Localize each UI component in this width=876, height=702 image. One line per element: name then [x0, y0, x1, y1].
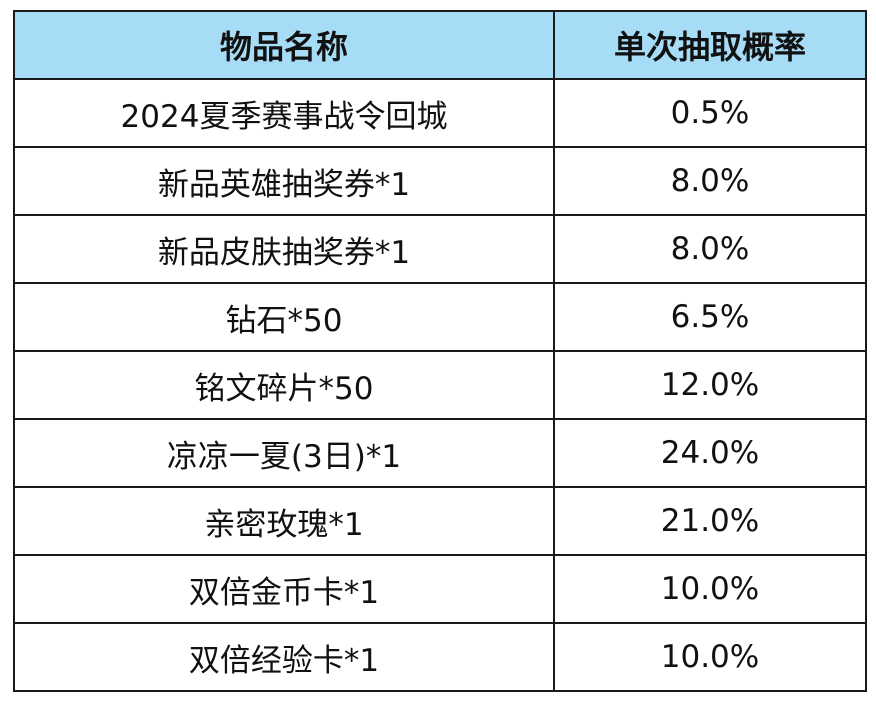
probability-cell: 10.0% [553, 554, 867, 624]
probability-cell: 8.0% [553, 146, 867, 216]
table-row: 新品皮肤抽奖券*1 8.0% [13, 214, 867, 284]
table-row: 铭文碎片*50 12.0% [13, 350, 867, 420]
header-item-name: 物品名称 [13, 10, 555, 80]
probability-cell: 8.0% [553, 214, 867, 284]
item-name-cell: 钻石*50 [13, 282, 555, 352]
item-name-cell: 凉凉一夏(3日)*1 [13, 418, 555, 488]
table-row: 钻石*50 6.5% [13, 282, 867, 352]
item-name-cell: 铭文碎片*50 [13, 350, 555, 420]
item-name-cell: 新品皮肤抽奖券*1 [13, 214, 555, 284]
item-name-cell: 2024夏季赛事战令回城 [13, 78, 555, 148]
table-row: 新品英雄抽奖券*1 8.0% [13, 146, 867, 216]
probability-cell: 6.5% [553, 282, 867, 352]
probability-cell: 10.0% [553, 622, 867, 692]
table-row: 双倍金币卡*1 10.0% [13, 554, 867, 624]
probability-cell: 21.0% [553, 486, 867, 556]
probability-table: 物品名称 单次抽取概率 2024夏季赛事战令回城 0.5% 新品英雄抽奖券*1 … [13, 10, 867, 692]
item-name-cell: 双倍经验卡*1 [13, 622, 555, 692]
probability-cell: 24.0% [553, 418, 867, 488]
table-row: 凉凉一夏(3日)*1 24.0% [13, 418, 867, 488]
table-header: 物品名称 单次抽取概率 [13, 10, 867, 80]
probability-cell: 0.5% [553, 78, 867, 148]
table-row: 2024夏季赛事战令回城 0.5% [13, 78, 867, 148]
item-name-cell: 亲密玫瑰*1 [13, 486, 555, 556]
item-name-cell: 双倍金币卡*1 [13, 554, 555, 624]
probability-cell: 12.0% [553, 350, 867, 420]
table-row: 亲密玫瑰*1 21.0% [13, 486, 867, 556]
header-row: 物品名称 单次抽取概率 [13, 10, 867, 80]
table-row: 双倍经验卡*1 10.0% [13, 622, 867, 692]
item-name-cell: 新品英雄抽奖券*1 [13, 146, 555, 216]
header-probability: 单次抽取概率 [553, 10, 867, 80]
table-body: 2024夏季赛事战令回城 0.5% 新品英雄抽奖券*1 8.0% 新品皮肤抽奖券… [13, 78, 867, 692]
